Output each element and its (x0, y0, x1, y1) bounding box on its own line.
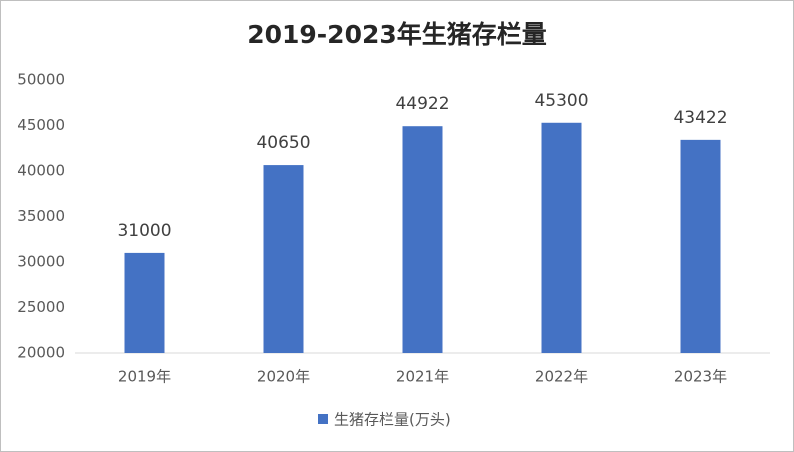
chart-title: 2019-2023年生猪存栏量 (247, 20, 547, 49)
x-tick-label: 2020年 (257, 368, 310, 386)
bar (263, 165, 304, 353)
bar (541, 122, 582, 354)
x-tick-label: 2021年 (396, 368, 449, 386)
data-label: 43422 (673, 108, 727, 128)
data-label: 31000 (117, 221, 171, 241)
bar (402, 126, 443, 353)
y-tick-label: 25000 (17, 298, 65, 316)
y-tick-label: 45000 (17, 116, 65, 134)
bar (680, 139, 721, 353)
legend-label: 生猪存栏量(万头) (334, 411, 451, 429)
x-tick-label: 2019年 (118, 368, 171, 386)
y-tick-label: 40000 (17, 162, 65, 180)
data-label: 40650 (256, 133, 310, 153)
bar (124, 252, 165, 353)
x-tick-label: 2022年 (535, 368, 588, 386)
data-label: 44922 (395, 94, 449, 114)
y-tick-label: 35000 (17, 207, 65, 225)
y-tick-label: 50000 (17, 71, 65, 89)
data-label: 45300 (534, 91, 588, 111)
y-tick-label: 30000 (17, 253, 65, 271)
x-tick-label: 2023年 (674, 368, 727, 386)
y-tick-label: 20000 (17, 344, 65, 362)
legend-swatch (318, 414, 328, 424)
